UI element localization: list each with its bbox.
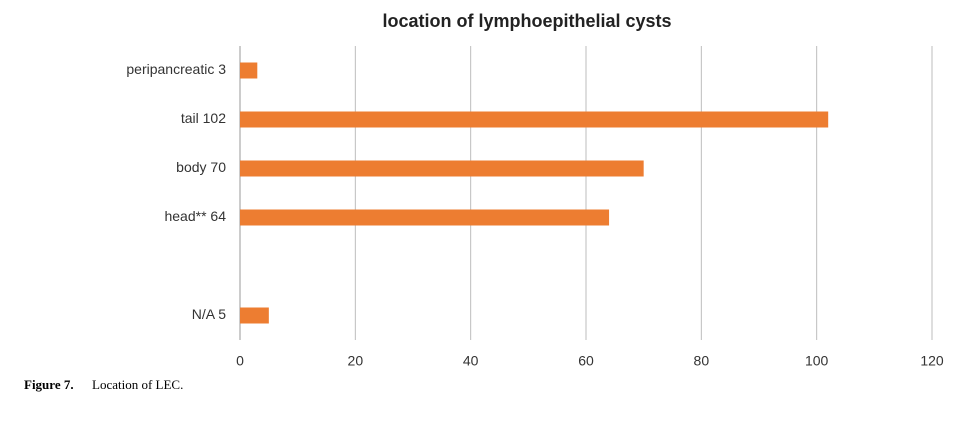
x-tick-label: 0 [236, 353, 244, 369]
x-tick-label: 80 [694, 353, 710, 369]
y-tick-label: body 70 [176, 159, 226, 175]
x-tick-label: 40 [463, 353, 479, 369]
bar [240, 307, 269, 324]
x-tick-label: 60 [578, 353, 594, 369]
y-tick-label: tail 102 [181, 110, 226, 126]
caption-text: Location of LEC. [92, 377, 183, 392]
y-tick-label: N/A 5 [192, 306, 226, 322]
y-tick-label: head** 64 [164, 208, 226, 224]
bar [240, 62, 258, 79]
bar [240, 209, 610, 226]
bar [240, 160, 644, 177]
bar [240, 111, 829, 128]
x-tick-label: 20 [348, 353, 364, 369]
chart-title: location of lymphoepithelial cysts [382, 11, 671, 31]
caption-label: Figure 7. [24, 377, 74, 392]
x-tick-label: 120 [920, 353, 944, 369]
x-tick-label: 100 [805, 353, 829, 369]
y-tick-label: peripancreatic 3 [126, 61, 226, 77]
